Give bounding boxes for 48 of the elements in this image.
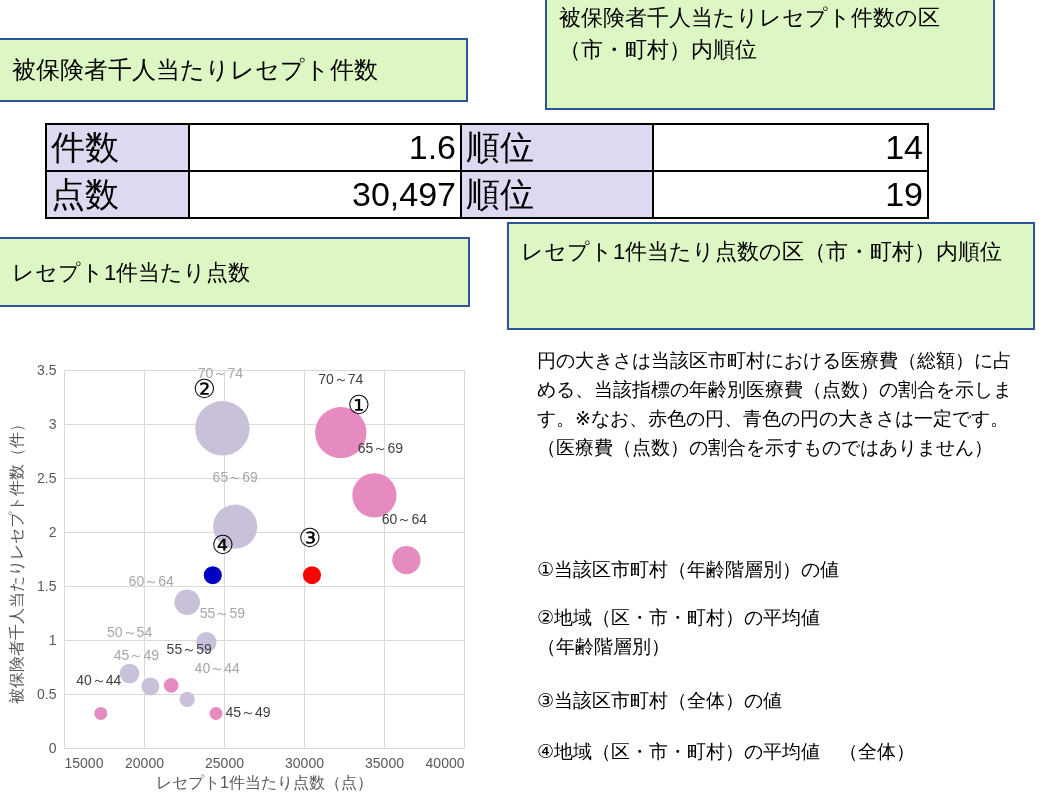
data-label: 60～64 [128,573,174,590]
y-tick-label: 0.5 [37,685,57,702]
x-tick-label: 35000 [365,754,405,771]
y-tick-label: 2.5 [37,469,57,486]
data-label: 70～74 [318,370,364,387]
text: ①当該区市町村（年齢階層別）の値 [537,558,841,582]
text: 被保険者千人当たりレセプト件数の区（市・町村）内順位 [545,0,995,110]
y-tick-label: 2 [48,523,57,540]
data-label: 55～59 [199,605,246,622]
text: 30,497 [189,171,461,218]
series-label: ① [347,389,371,420]
text: レセプト1件当たり点数 [0,237,470,307]
x-axis-title: レセプト1件当たり点数（点） [156,773,373,791]
data-label: 50～54 [107,624,153,641]
text: ③当該区市町村（全体）の値 [537,689,784,713]
text: ④地域（区・市・町村）の平均値 （全体） [537,740,917,764]
series-label: ③ [298,523,322,554]
x-tick-label: 20000 [125,754,165,771]
text: 1.6 [189,124,461,171]
text: 19 [653,171,928,218]
y-tick-label: 3.5 [37,361,57,378]
data-label: 65～69 [212,468,258,485]
text: 被保険者千人当たりレセプト件数 [0,38,468,102]
y-tick-label: 0 [48,739,57,756]
text: ②地域（区・市・町村）の平均値（年齢階層別） [537,606,822,659]
y-axis-title: 被保険者千人当たりレセプト件数（件） [8,415,26,704]
x-tick-label: 25000 [205,754,245,771]
text: レセプト1件当たり点数の区（市・町村）内順位 [507,222,1035,330]
data-label: 40～44 [76,672,122,689]
text: 件数 [46,124,189,171]
y-tick-label: 1.5 [37,577,57,594]
x-tick-label: 15000 [64,754,104,771]
data-label: 45～49 [225,704,271,721]
data-label: 55～59 [166,641,212,658]
y-tick-label: 3 [48,415,57,432]
data-label: 40～44 [194,660,240,677]
x-tick-label: 40000 [425,754,465,771]
data-label: 60～64 [381,511,428,528]
data-label: 45～49 [113,647,160,664]
x-tick-label: 30000 [285,754,325,771]
text: 点数 [46,171,189,218]
data-label: 65～69 [357,440,404,457]
text: 順位 [461,171,653,218]
series-label: ④ [211,530,235,561]
text: 14 [653,124,928,171]
text: 順位 [461,124,653,171]
y-tick-label: 1 [48,631,57,648]
text: 円の大きさは当該区市町村における医療費（総額）に占める、当該指標の年齢別医療費（点数）の割合を示します。※なお、赤色の円、青色の円の大きさは一定です。（医療費（点数）の割合を示すものではありません） [537,349,1013,460]
